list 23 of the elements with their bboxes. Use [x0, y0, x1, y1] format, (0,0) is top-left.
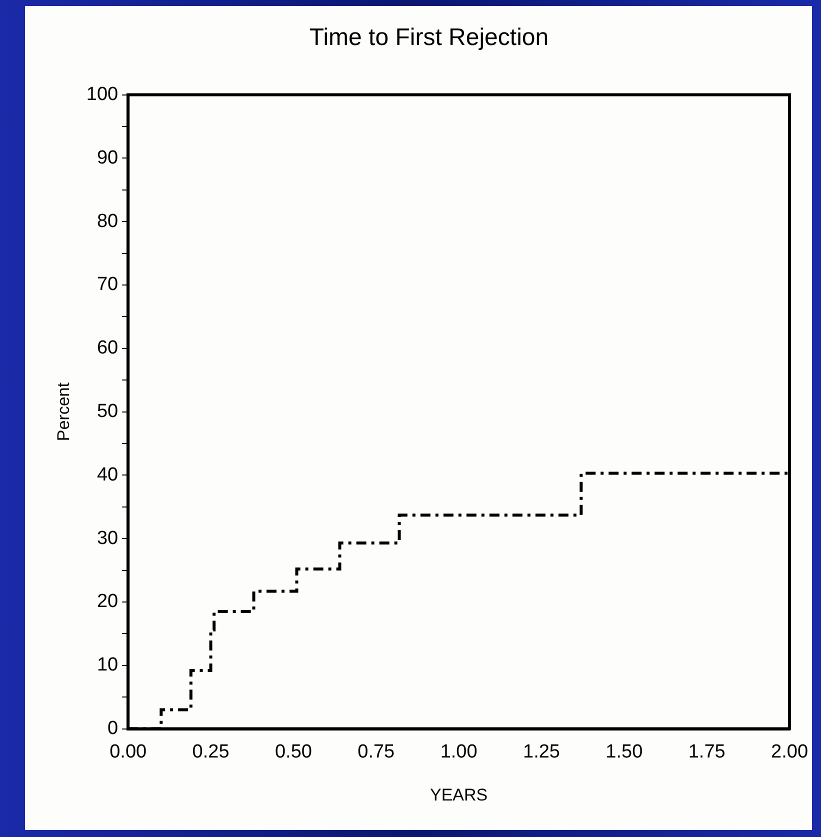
- y-tick-label: 10: [96, 654, 118, 676]
- x-tick-label: 0.75: [358, 741, 395, 762]
- chart-title: Time to First Rejection: [309, 24, 549, 52]
- x-tick-label: 1.75: [688, 741, 726, 762]
- y-axis-title: Percent: [54, 382, 73, 442]
- x-tick-label: 0.00: [110, 741, 147, 762]
- y-tick-label: 40: [96, 464, 118, 486]
- y-tick-label: 0: [108, 718, 118, 740]
- y-tick-label: 20: [96, 591, 118, 612]
- x-axis-title: YEARS: [430, 785, 488, 804]
- y-tick-label: 70: [96, 274, 118, 296]
- y-tick-label: 50: [96, 401, 118, 422]
- y-tick-label: 100: [86, 84, 118, 106]
- y-tick-label: 90: [96, 147, 118, 168]
- x-tick-label: 1.25: [522, 741, 560, 762]
- x-tick-label: 2.00: [771, 741, 808, 762]
- y-tick-label: 60: [96, 338, 118, 359]
- x-tick-label: 0.25: [192, 741, 230, 762]
- x-tick-label: 0.50: [274, 741, 312, 762]
- y-tick-label: 30: [96, 528, 118, 549]
- x-tick-label: 1.50: [606, 741, 643, 762]
- x-tick-label: 1.00: [440, 741, 478, 762]
- y-tick-label: 80: [96, 210, 118, 232]
